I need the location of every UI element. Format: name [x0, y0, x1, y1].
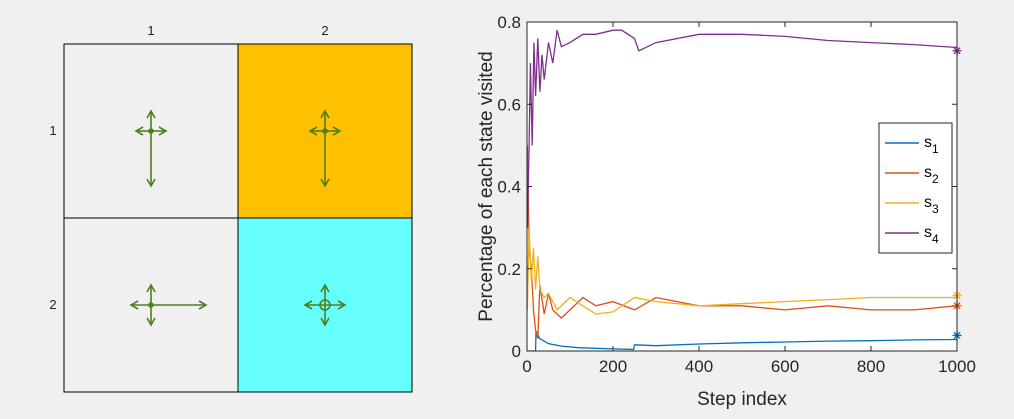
policy-r2c1-left-arrow-icon-head	[129, 300, 139, 310]
y-axis-label: Percentage of each state visited	[476, 51, 497, 321]
policy-r1c1-down-arrow-icon-head	[146, 178, 156, 188]
legend-label-s1: s1	[924, 134, 939, 156]
policy-r1c2-down-arrow-icon	[320, 131, 330, 188]
legend-label-s2: s2	[924, 164, 939, 186]
policy-r1c1-left-arrow-icon-head	[134, 126, 144, 136]
state-grid: 1 2 1 2	[49, 23, 413, 393]
col-label-1: 1	[147, 23, 154, 38]
policy-r2c2-left-arrow-icon	[303, 300, 325, 310]
policy-r2c1-down-arrow-icon-head	[146, 317, 156, 327]
policy-r1c2-right-arrow-icon-head	[332, 126, 342, 136]
policy-r2c1-left-arrow-icon	[129, 300, 151, 310]
y-tick-label-0.2: 0.2	[497, 260, 521, 279]
x-axis-label: Step index	[697, 389, 787, 410]
y-tick-label-0.6: 0.6	[497, 95, 521, 114]
policy-r2c2-stay-circle-icon	[319, 299, 331, 311]
y-tick-label-0.4: 0.4	[497, 178, 521, 197]
row-label-1: 1	[49, 123, 56, 138]
policy-r2c1-right-arrow-icon-head	[198, 300, 208, 310]
policy-r1c1-up-arrow-icon-head	[146, 109, 156, 119]
policy-r1c1-down-arrow-icon	[146, 131, 156, 188]
legend-box	[878, 122, 953, 254]
x-tick-label-1000: 1000	[938, 357, 976, 376]
policy-r1c1-center-dot-icon	[148, 128, 154, 134]
series-line-s2	[527, 145, 957, 339]
x-tick-label-800: 800	[857, 357, 885, 376]
policy-r2c2-left-arrow-icon-head	[303, 300, 313, 310]
policy-r2c1-up-arrow-icon	[146, 283, 156, 305]
policy-r2c1-up-arrow-icon-head	[146, 283, 156, 293]
policy-r2c2-right-arrow-icon	[325, 300, 347, 310]
policy-r1c2-center-dot-icon	[322, 128, 328, 134]
row-label-2: 2	[49, 297, 56, 312]
visit-percentage-chart: 0 200 400 600 800 1000 0 0.2 0.4 0.6 0.8 Step index…	[476, 13, 976, 410]
x-tick-label-200: 200	[599, 357, 627, 376]
y-tick-label-0: 0	[512, 342, 521, 361]
y-tick-label-0.8: 0.8	[497, 13, 521, 32]
series-line-s4	[527, 29, 957, 228]
legend: s1 s2 s3 s4	[878, 122, 953, 254]
policy-r1c2-up-arrow-icon-head	[320, 109, 330, 119]
legend-label-s3: s3	[924, 194, 939, 216]
policy-r2c1-down-arrow-icon	[146, 305, 156, 327]
policy-r2c1-right-arrow-icon	[151, 300, 208, 310]
policy-r2c2-down-arrow-icon	[320, 305, 330, 327]
policy-r2c2-up-arrow-icon-head	[320, 283, 330, 293]
col-label-2: 2	[321, 23, 328, 38]
policy-r1c2-up-arrow-icon	[320, 109, 330, 131]
policy-r1c1-up-arrow-icon	[146, 109, 156, 131]
policy-r2c2-up-arrow-icon	[320, 283, 330, 305]
policy-r2c2-right-arrow-icon-head	[337, 300, 347, 310]
policy-r2c2-down-arrow-icon-head	[320, 317, 330, 327]
policy-r1c2-down-arrow-icon-head	[320, 178, 330, 188]
x-tick-label-600: 600	[771, 357, 799, 376]
policy-r2c1-center-dot-icon	[148, 302, 154, 308]
series-line-s3	[527, 227, 957, 315]
x-tick-label-0: 0	[522, 357, 531, 376]
policy-r1c1-right-arrow-icon-head	[158, 126, 168, 136]
policy-r1c2-left-arrow-icon-head	[308, 126, 318, 136]
legend-label-s4: s4	[924, 224, 939, 246]
x-tick-label-400: 400	[685, 357, 713, 376]
